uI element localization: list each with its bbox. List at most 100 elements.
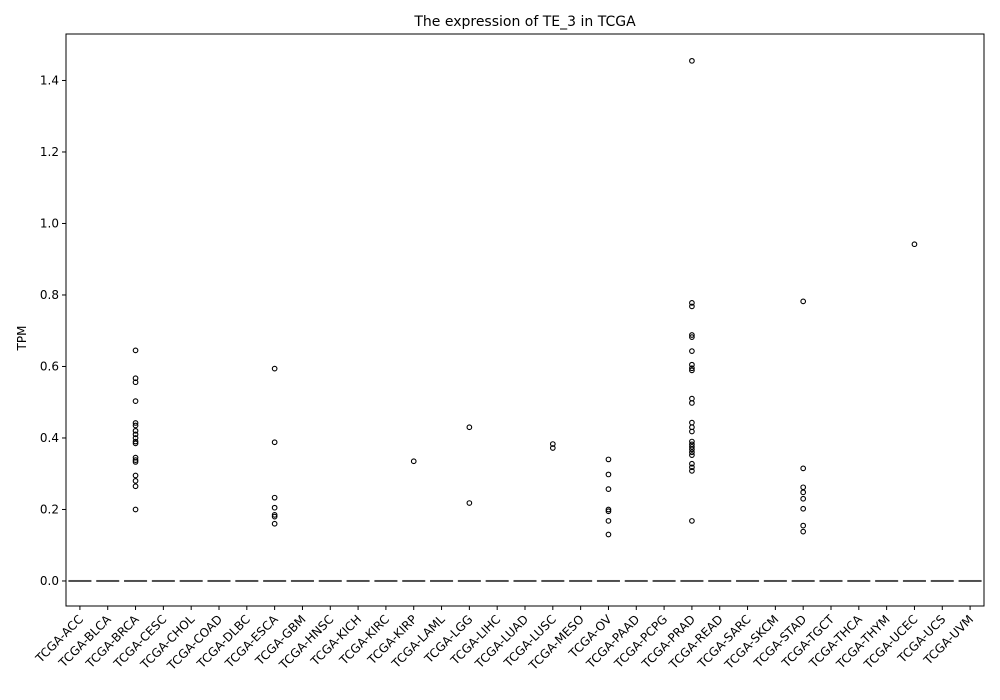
outlier-point: [132, 438, 139, 445]
y-axis: 0.0 0.2 0.4 0.6 0.8 1.0 1.2 1.4: [40, 73, 66, 588]
outlier-point: [800, 484, 807, 491]
outlier-point: [689, 361, 695, 368]
box-tcga-acc: [68, 579, 92, 582]
box-tcga-lihc: [485, 579, 509, 582]
box-tcga-cesc: [151, 579, 175, 582]
chart-title: The expression of TE_3 in TCGA: [413, 14, 636, 30]
box-tcga-kich: [346, 579, 370, 582]
box-tcga-skcm: [763, 579, 787, 582]
outlier-point: [132, 422, 139, 429]
box-tcga-kirc: [374, 579, 398, 582]
box-tcga-chol: [179, 579, 203, 582]
outlier-point: [800, 465, 807, 472]
outlier-point: [271, 365, 278, 372]
outlier-point: [689, 299, 695, 306]
outlier-point: [689, 444, 695, 450]
y-tick-label: 1.2: [40, 145, 59, 159]
outlier-point: [132, 398, 139, 405]
outlier-point: [689, 452, 695, 458]
y-tick-label: 0.2: [40, 502, 59, 516]
box-tcga-laml: [430, 579, 454, 582]
box-tcga-prad: [680, 579, 704, 582]
box-tcga-lusc: [541, 579, 565, 582]
outlier-point: [689, 400, 695, 406]
x-axis: TCGA-ACCTCGA-BLCATCGA-BRCATCGA-CESCTCGA-…: [32, 606, 976, 673]
y-axis-label: TPM: [15, 326, 29, 352]
outlier-point: [132, 472, 139, 479]
outlier-point: [132, 379, 139, 386]
outlier-point: [132, 459, 139, 465]
outlier-point: [132, 347, 139, 354]
box-tcga-ov: [596, 579, 620, 582]
y-tick-label: 0.6: [40, 359, 59, 373]
outlier-point: [271, 504, 278, 511]
outlier-point: [689, 332, 695, 338]
box-tcga-stad: [791, 579, 815, 582]
outlier-point: [132, 440, 139, 447]
box-tcga-thca: [847, 579, 871, 582]
outlier-point: [271, 511, 278, 518]
box-tcga-meso: [569, 579, 593, 582]
outlier-points: [132, 57, 918, 538]
box-tcga-read: [708, 579, 732, 582]
box-tcga-ucec: [902, 579, 926, 582]
outlier-point: [549, 445, 556, 451]
outlier-point: [689, 449, 695, 456]
outlier-point: [689, 348, 695, 354]
y-tick-label: 0.8: [40, 288, 59, 302]
outlier-point: [800, 505, 807, 512]
outlier-point: [689, 303, 695, 310]
outlier-point: [132, 457, 139, 463]
outlier-point: [132, 427, 139, 434]
outlier-point: [800, 298, 807, 305]
box-series: [68, 579, 982, 582]
box-tcga-thym: [875, 579, 899, 582]
outlier-point: [689, 419, 695, 426]
outlier-point: [132, 435, 139, 441]
y-tick-label: 1.4: [40, 73, 59, 87]
outlier-point: [689, 464, 695, 471]
box-tcga-tgct: [819, 579, 843, 582]
outlier-point: [800, 528, 807, 535]
y-tick-label: 0.0: [40, 574, 59, 588]
box-tcga-coad: [207, 579, 231, 582]
outlier-point: [800, 489, 807, 496]
box-tcga-dlbc: [235, 579, 259, 582]
outlier-point: [605, 506, 612, 513]
outlier-point: [549, 441, 556, 447]
outlier-point: [271, 520, 278, 527]
outlier-point: [689, 438, 695, 445]
outlier-point: [689, 468, 695, 474]
outlier-point: [605, 456, 612, 463]
box-tcga-kirp: [402, 579, 426, 582]
outlier-point: [689, 367, 695, 374]
box-tcga-pcpg: [652, 579, 676, 582]
outlier-point: [911, 241, 918, 248]
outlier-point: [605, 518, 612, 524]
box-tcga-paad: [624, 579, 648, 582]
outlier-point: [132, 478, 139, 484]
box-tcga-hnsc: [318, 579, 342, 582]
outlier-point: [132, 483, 139, 490]
outlier-point: [605, 508, 612, 515]
outlier-point: [271, 494, 278, 501]
box-tcga-ucs: [930, 579, 954, 582]
outlier-point: [132, 506, 139, 513]
outlier-point: [132, 420, 139, 426]
outlier-point: [689, 365, 695, 372]
outlier-point: [605, 531, 612, 538]
plot-area-frame: [65, 33, 985, 607]
box-tcga-gbm: [290, 579, 314, 582]
box-tcga-uvm: [958, 579, 982, 582]
y-tick-label: 0.4: [40, 431, 59, 445]
y-tick-label: 1.0: [40, 216, 59, 230]
box-tcga-sarc: [736, 579, 760, 582]
outlier-point: [800, 522, 807, 529]
outlier-point: [132, 431, 139, 438]
outlier-point: [271, 513, 278, 520]
box-tcga-lgg: [457, 579, 481, 582]
outlier-point: [605, 486, 612, 492]
outlier-point: [466, 500, 473, 506]
outlier-point: [466, 424, 473, 431]
